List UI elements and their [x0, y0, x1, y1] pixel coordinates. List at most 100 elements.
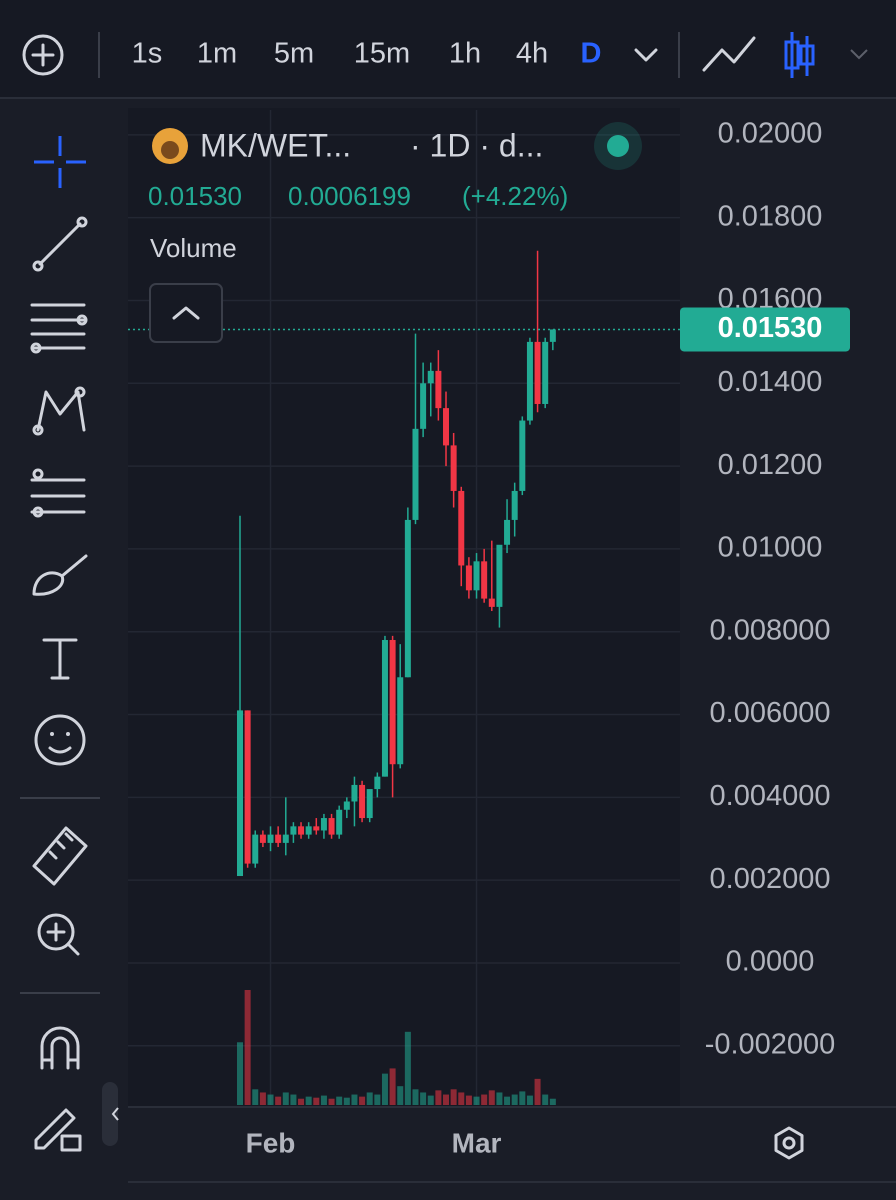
- token-icon-face: [161, 141, 179, 159]
- candle-body: [366, 789, 373, 819]
- collapse-arrow: [111, 1107, 119, 1121]
- pattern-tool[interactable]: [32, 386, 86, 436]
- brush-tool[interactable]: [32, 554, 88, 596]
- x-tick-label: Mar: [452, 1127, 502, 1158]
- trendline-tool[interactable]: [32, 216, 88, 272]
- ruler-tool[interactable]: [32, 826, 88, 886]
- volume-bar: [359, 1096, 366, 1105]
- interval-button[interactable]: 15m: [354, 38, 410, 70]
- candle-body: [435, 370, 442, 409]
- volume-bar: [275, 1096, 282, 1105]
- status-dot: [607, 135, 629, 157]
- volume-bar: [519, 1091, 526, 1105]
- candle-body: [252, 834, 259, 864]
- candle-chart-button[interactable]: [784, 32, 815, 78]
- candle-body: [526, 341, 533, 421]
- volume-bar: [282, 1092, 289, 1105]
- legend-toggle[interactable]: [149, 283, 223, 343]
- interval-button[interactable]: 1m: [197, 38, 237, 70]
- candle-body: [549, 329, 556, 342]
- settings-button[interactable]: [774, 1126, 804, 1160]
- quote-change-pct: (+4.22%): [462, 181, 568, 211]
- volume-bar: [366, 1092, 373, 1105]
- symbol-interval: · 1D · d...: [410, 127, 543, 163]
- interval-button[interactable]: 5m: [274, 38, 314, 70]
- volume-bar: [259, 1092, 266, 1105]
- volume-bar: [465, 1095, 472, 1105]
- candle-body: [275, 834, 282, 843]
- interval-button[interactable]: D: [581, 38, 602, 70]
- volume-bar: [267, 1094, 274, 1105]
- candle-body: [542, 341, 549, 404]
- volume-bar: [244, 990, 251, 1105]
- volume-bar: [526, 1095, 533, 1105]
- chart-type-dropdown[interactable]: [850, 49, 868, 60]
- magnet-tool[interactable]: [40, 1026, 80, 1070]
- last-price-label: 0.01530: [718, 312, 823, 344]
- interval-button[interactable]: 1h: [449, 38, 481, 70]
- volume-bar: [496, 1092, 503, 1105]
- text-tool[interactable]: [42, 638, 78, 680]
- candle-body: [496, 544, 503, 607]
- candle-body: [397, 677, 404, 765]
- candle-body: [389, 640, 396, 765]
- volume-bar: [374, 1094, 381, 1105]
- y-tick-label: 0.01200: [718, 449, 823, 481]
- fib-tool[interactable]: [30, 303, 88, 354]
- interval-button[interactable]: 1s: [132, 38, 163, 70]
- volume-bar: [351, 1094, 358, 1105]
- candle-body: [351, 784, 358, 802]
- volume-bar: [343, 1097, 350, 1105]
- last-price-tag: [680, 307, 850, 352]
- lock-tool[interactable]: [34, 1108, 82, 1152]
- y-tick-label: 0.01400: [718, 366, 823, 398]
- y-tick-label: 0.008000: [710, 614, 831, 646]
- volume-label: Volume: [150, 233, 237, 263]
- volume-bar: [320, 1095, 327, 1105]
- interval-group: 1s 1m 5m 15m 1h 4h D: [132, 38, 602, 70]
- candle-body: [282, 834, 289, 843]
- candle-body: [519, 420, 526, 491]
- line-chart-button[interactable]: [702, 36, 756, 72]
- y-tick-label: -0.002000: [705, 1028, 836, 1060]
- volume-bar: [435, 1090, 442, 1105]
- prediction-tool[interactable]: [30, 468, 86, 518]
- crosshair-tool[interactable]: [34, 136, 86, 188]
- volume-bar: [381, 1073, 388, 1105]
- candle-body: [412, 428, 419, 520]
- candle-body: [259, 834, 266, 843]
- interval-button[interactable]: 4h: [516, 38, 548, 70]
- zoom-tool[interactable]: [37, 913, 80, 956]
- candle-body: [504, 519, 511, 545]
- candle-body: [320, 818, 327, 831]
- volume-bar: [458, 1092, 465, 1105]
- candle-body: [481, 561, 488, 599]
- quote-change: 0.0006199: [288, 181, 411, 211]
- volume-bar: [549, 1098, 556, 1105]
- y-tick-label: 0.004000: [710, 780, 831, 812]
- settings-dot: [782, 1136, 796, 1150]
- y-tick-label: 0.02000: [718, 118, 823, 150]
- add-button[interactable]: [22, 34, 64, 76]
- volume-bar: [252, 1089, 259, 1105]
- candle-body: [359, 784, 366, 819]
- chart-panel: [128, 108, 680, 1108]
- candle-body: [237, 710, 243, 877]
- volume-bar: [298, 1098, 305, 1105]
- candle-body: [328, 818, 335, 835]
- symbol-title: MK/WET...: [200, 127, 351, 163]
- volume-bar: [427, 1095, 434, 1105]
- interval-dropdown[interactable]: [634, 48, 658, 62]
- emoji-tool[interactable]: [34, 714, 86, 766]
- volume-bar: [305, 1096, 312, 1105]
- candle-body: [313, 826, 320, 831]
- volume-bar: [450, 1089, 457, 1105]
- candle-body: [374, 776, 381, 790]
- volume-bar: [511, 1094, 518, 1105]
- volume-bar: [542, 1094, 549, 1105]
- candle-body: [511, 490, 518, 520]
- candle-body: [473, 561, 480, 591]
- volume-bar: [290, 1094, 297, 1105]
- volume-bar: [389, 1068, 396, 1105]
